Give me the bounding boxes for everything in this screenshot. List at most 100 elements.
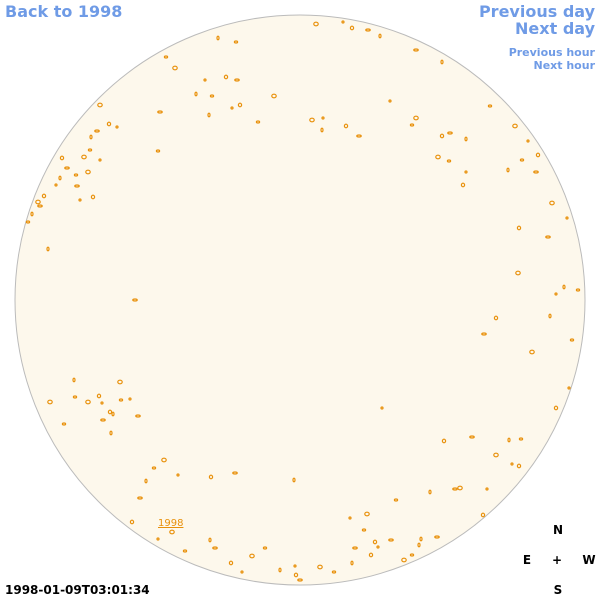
region-contour: [343, 123, 349, 129]
next-day-link[interactable]: Next day: [515, 19, 596, 38]
region-contour: [507, 437, 511, 443]
region-contour: [249, 553, 255, 559]
region-contour: [278, 567, 282, 573]
region-contour: [565, 216, 569, 220]
region-contour: [320, 127, 324, 133]
region-contour: [208, 537, 212, 543]
region-contour: [74, 184, 80, 188]
region-contour: [309, 117, 315, 123]
disc-label-link[interactable]: 1998: [158, 518, 183, 529]
compass-south: S: [554, 583, 563, 597]
region-contour: [90, 194, 96, 200]
region-contour: [216, 35, 220, 41]
timestamp: 1998-01-09T03:01:34: [5, 583, 150, 597]
region-contour: [409, 123, 415, 127]
region-contour: [493, 452, 499, 458]
region-contour: [172, 65, 178, 71]
region-contour: [209, 94, 215, 98]
region-contour: [331, 570, 337, 574]
region-contour: [255, 120, 261, 124]
region-contour: [292, 477, 296, 483]
region-contour: [401, 557, 407, 563]
region-contour: [97, 102, 103, 108]
region-contour: [151, 466, 157, 470]
region-contour: [194, 91, 198, 97]
region-contour: [98, 158, 102, 162]
region-contour: [562, 284, 566, 290]
region-contour: [529, 349, 535, 355]
region-contour: [481, 332, 487, 336]
region-contour: [313, 21, 319, 27]
region-contour: [388, 538, 394, 542]
region-contour: [228, 560, 234, 566]
region-contour: [203, 78, 207, 82]
region-contour: [72, 395, 78, 399]
region-contour: [409, 553, 415, 557]
region-contour: [464, 170, 468, 174]
region-contour: [510, 462, 514, 466]
region-contour: [271, 93, 277, 99]
region-contour: [137, 496, 143, 500]
region-contour: [208, 474, 214, 480]
region-contour: [72, 377, 76, 383]
region-contour: [516, 225, 522, 231]
region-contour: [365, 28, 371, 32]
region-contour: [567, 386, 571, 390]
region-contour: [413, 115, 419, 121]
region-contour: [46, 246, 50, 252]
region-contour: [553, 405, 559, 411]
region-contour: [64, 166, 70, 170]
region-contour: [232, 471, 238, 475]
region-contour: [487, 104, 493, 108]
region-contour: [348, 516, 352, 520]
region-contour: [129, 519, 135, 525]
next-hour-link[interactable]: Next hour: [534, 59, 596, 72]
compass-east: E: [523, 553, 531, 567]
region-contour: [237, 102, 243, 108]
region-contour: [61, 422, 67, 426]
region-contour: [115, 125, 119, 129]
region-contour: [297, 578, 303, 582]
region-contour: [100, 418, 106, 422]
region-contour: [182, 549, 188, 553]
region-contour: [439, 133, 445, 139]
previous-day-link[interactable]: Previous day: [479, 2, 596, 21]
region-contour: [393, 498, 399, 502]
region-contour: [293, 564, 297, 568]
region-contour: [161, 457, 167, 463]
region-contour: [100, 401, 104, 405]
region-contour: [569, 338, 575, 342]
region-contour: [144, 478, 148, 484]
region-contour: [35, 199, 41, 205]
region-contour: [464, 136, 468, 142]
region-contour: [380, 406, 384, 410]
region-contour: [128, 397, 132, 401]
region-contour: [480, 512, 486, 518]
region-contour: [575, 288, 581, 292]
region-contour: [169, 529, 175, 535]
region-contour: [111, 411, 115, 417]
region-contour: [230, 106, 234, 110]
region-contour: [233, 40, 239, 44]
region-contour: [519, 158, 525, 162]
region-contour: [428, 489, 432, 495]
region-contour: [207, 112, 211, 118]
region-contour: [155, 149, 161, 153]
region-contour: [548, 313, 552, 319]
region-contour: [452, 487, 458, 491]
region-contour: [364, 511, 370, 517]
previous-hour-link[interactable]: Previous hour: [509, 46, 596, 59]
region-contour: [515, 270, 521, 276]
region-contour: [106, 121, 112, 127]
region-contour: [516, 463, 522, 469]
region-contour: [157, 110, 163, 114]
region-contour: [361, 528, 367, 532]
region-contour: [506, 167, 510, 173]
region-contour: [413, 48, 419, 52]
region-contour: [54, 183, 58, 187]
region-contour: [341, 20, 345, 24]
back-link[interactable]: Back to 1998: [5, 2, 122, 21]
region-contour: [368, 552, 374, 558]
region-contour: [223, 74, 229, 80]
solar-disc: [14, 14, 586, 586]
